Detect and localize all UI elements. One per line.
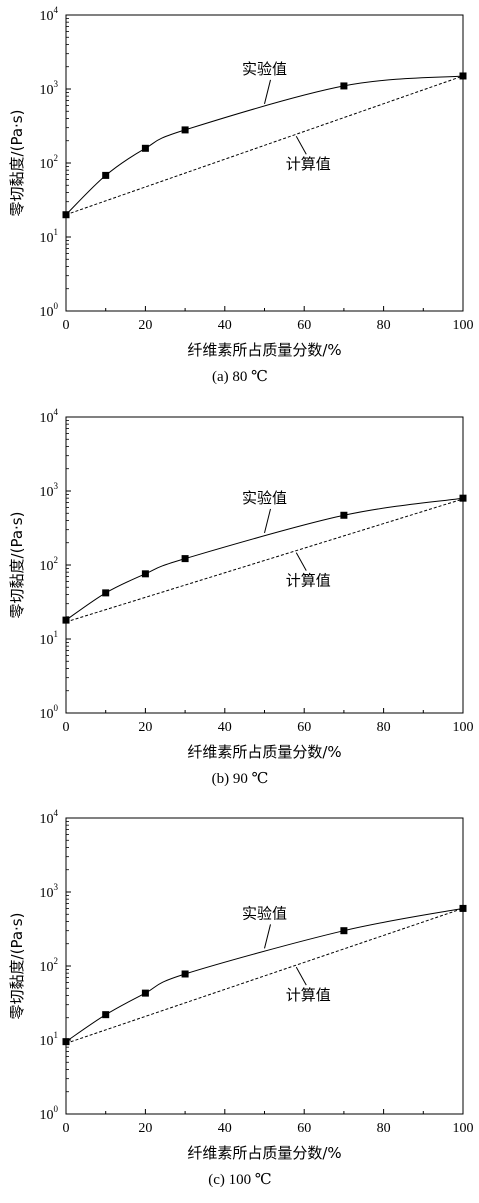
x-tick-label: 0 <box>63 318 70 333</box>
x-tick-label: 0 <box>63 1121 70 1136</box>
experimental-point <box>62 616 70 624</box>
experimental-point <box>102 171 110 179</box>
y-tick-label: 101 <box>40 227 59 246</box>
x-tick-label: 100 <box>453 318 474 333</box>
experimental-annotation: 实验值 <box>242 60 287 78</box>
calculated-leader-line <box>295 552 307 571</box>
x-axis-label: 纤维素所占质量分数/% <box>187 1144 341 1162</box>
y-tick-label: 102 <box>40 956 59 975</box>
experimental-point <box>141 570 149 578</box>
y-tick-label: 102 <box>40 555 59 574</box>
x-tick-label: 60 <box>297 720 311 735</box>
x-tick-label: 100 <box>453 1121 474 1136</box>
experimental-leader-line <box>264 508 271 534</box>
y-tick-label: 101 <box>40 1030 59 1049</box>
x-tick-label: 80 <box>377 1121 391 1136</box>
experimental-point <box>340 511 348 519</box>
calculated-leader-line <box>295 966 307 986</box>
experimental-point <box>102 589 110 597</box>
y-axis-label: 零切黏度/(Pa·s) <box>8 913 26 1020</box>
experimental-value-line <box>65 497 464 621</box>
y-tick-label: 102 <box>40 153 59 172</box>
experimental-point <box>181 126 189 134</box>
plot-frame <box>65 817 464 1115</box>
experimental-point <box>340 82 348 90</box>
x-tick-label: 60 <box>297 1121 311 1136</box>
x-tick-label: 0 <box>63 720 70 735</box>
experimental-point <box>459 904 467 912</box>
x-tick-label: 20 <box>138 720 152 735</box>
y-tick-label: 100 <box>40 1104 59 1123</box>
x-axis-label: 纤维素所占质量分数/% <box>187 341 341 359</box>
y-tick-label: 104 <box>40 407 59 426</box>
y-tick-label: 104 <box>40 808 59 827</box>
y-tick-label: 103 <box>40 79 59 98</box>
y-tick-label: 100 <box>40 301 59 320</box>
experimental-point <box>62 1038 70 1046</box>
x-tick-label: 20 <box>138 318 152 333</box>
x-tick-label: 60 <box>297 318 311 333</box>
chart-90c: 0 20 40 60 80 100 100 101 102 103 104 实验值计算值纤维素所占质量… <box>8 407 474 787</box>
experimental-leader-line <box>264 924 271 949</box>
experimental-point <box>141 989 149 997</box>
x-tick-label: 20 <box>138 1121 152 1136</box>
y-axis-label: 零切黏度/(Pa·s) <box>8 110 26 217</box>
x-tick-label: 80 <box>377 318 391 333</box>
y-tick-label: 104 <box>40 5 59 24</box>
experimental-point <box>181 970 189 978</box>
experimental-point <box>141 144 149 152</box>
y-tick-label: 101 <box>40 629 59 648</box>
calculated-annotation: 计算值 <box>286 155 331 173</box>
x-tick-label: 40 <box>218 318 232 333</box>
experimental-point <box>181 555 189 563</box>
y-tick-label: 103 <box>40 481 59 500</box>
chart-caption: (a) 80 ℃ <box>212 369 268 385</box>
y-tick-label: 103 <box>40 882 59 901</box>
experimental-point <box>459 494 467 502</box>
chart-caption: (b) 90 ℃ <box>212 771 269 787</box>
chart-80c: 0 20 40 60 80 100 100 101 102 103 104 实验值计算值纤维素所占质量… <box>8 5 474 385</box>
calculated-value-line <box>65 498 464 623</box>
experimental-annotation: 实验值 <box>242 904 287 922</box>
x-axis-label: 纤维素所占质量分数/% <box>187 743 341 761</box>
experimental-point <box>459 72 467 80</box>
calculated-annotation: 计算值 <box>286 986 331 1004</box>
experimental-point <box>102 1011 110 1019</box>
x-tick-label: 100 <box>453 720 474 735</box>
experimental-point <box>340 927 348 935</box>
y-axis-label: 零切黏度/(Pa·s) <box>8 512 26 619</box>
y-tick-label: 100 <box>40 703 59 722</box>
x-tick-label: 40 <box>218 1121 232 1136</box>
chart-100c: 0 20 40 60 80 100 100 101 102 103 104 实验值计算值纤维素所占质量… <box>8 808 474 1188</box>
experimental-annotation: 实验值 <box>242 489 287 507</box>
x-tick-label: 80 <box>377 720 391 735</box>
calculated-annotation: 计算值 <box>286 572 331 590</box>
calculated-value-line <box>65 907 464 1044</box>
plot-frame <box>65 416 464 714</box>
x-tick-label: 40 <box>218 720 232 735</box>
calculated-leader-line <box>295 136 307 155</box>
chart-caption: (c) 100 ℃ <box>208 1172 271 1188</box>
experimental-leader-line <box>264 79 271 105</box>
calculated-value-line <box>65 75 464 216</box>
